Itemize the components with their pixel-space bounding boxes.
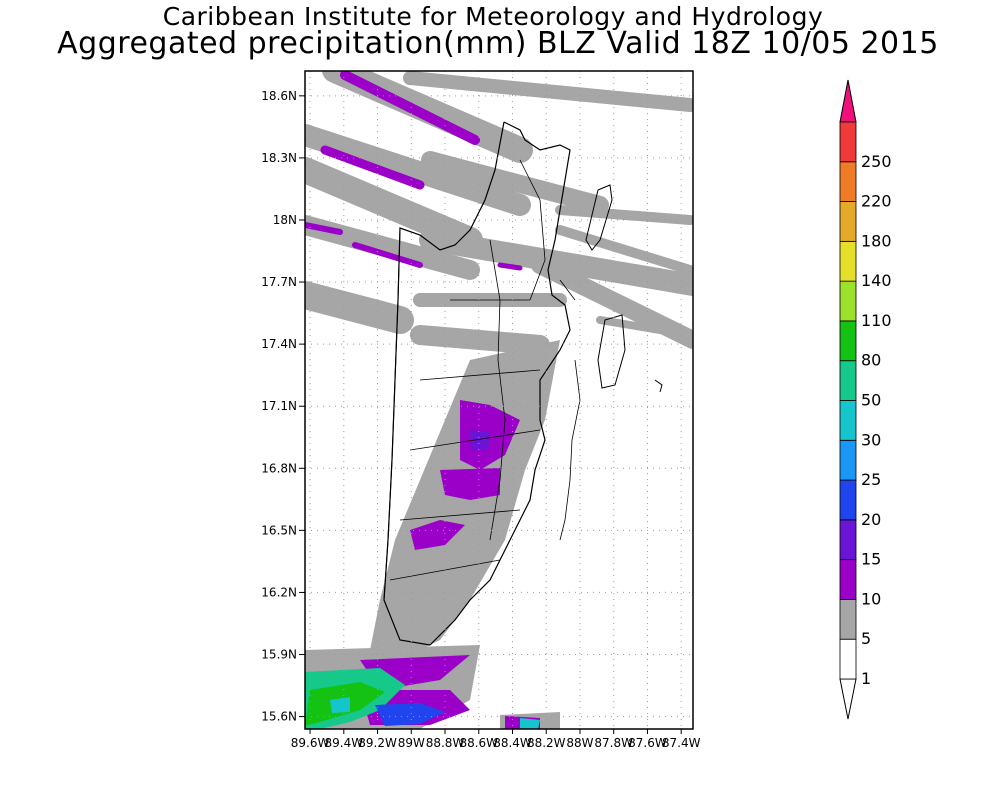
ambergris-caye	[585, 184, 613, 251]
legend-swatch	[839, 360, 857, 401]
legend-label: 180	[861, 231, 892, 250]
rain-core	[440, 468, 500, 500]
legend-swatch	[839, 201, 857, 242]
legend-label: 1	[861, 669, 871, 688]
lon-tick-label: 87.8W	[594, 736, 633, 750]
legend-swatch	[839, 240, 857, 282]
district-boundary	[489, 239, 506, 541]
rain-heavy	[330, 697, 350, 713]
legend-label: 25	[861, 470, 881, 489]
rain-band	[403, 71, 693, 112]
lat-tick-label: 16.5N	[261, 523, 297, 537]
rain-swath	[390, 540, 470, 640]
lon-tick-label: 89.6W	[291, 736, 330, 750]
district-boundary	[389, 299, 541, 581]
lon-tick-label: 87.4W	[662, 736, 701, 750]
turneffe-atoll	[597, 314, 626, 389]
rain-band	[419, 229, 693, 296]
legend-label: 15	[861, 550, 881, 569]
legend-label: 20	[861, 510, 881, 529]
lat-tick-label: 17.4N	[261, 337, 297, 351]
legend-swatch	[839, 400, 857, 441]
lon-tick-label: 88.4W	[493, 736, 532, 750]
rain-core	[497, 262, 523, 271]
lat-tick-label: 15.6N	[261, 710, 297, 724]
legend-swatch	[839, 439, 857, 481]
western-border	[383, 227, 401, 601]
legend-swatch	[839, 479, 857, 521]
lon-tick-label: 87.6W	[628, 736, 667, 750]
axis-ticks: 18.6N 18.3N 18N 17.7N 17.4N 17.1N 16.8N 16.5N 16…	[261, 89, 700, 750]
legend-swatch	[839, 121, 857, 163]
lat-tick-label: 15.9N	[261, 648, 297, 662]
lat-tick-label: 18N	[273, 213, 297, 227]
rain-heavy	[375, 703, 445, 726]
legend-label: 30	[861, 430, 881, 449]
lighthouse-reef	[654, 379, 663, 393]
rain-core	[340, 71, 480, 145]
lon-tick-label: 89W	[398, 736, 425, 750]
lon-tick-label: 88.8W	[426, 736, 465, 750]
rain-core	[470, 430, 490, 450]
legend-label: 5	[861, 629, 871, 648]
rain-band	[305, 124, 531, 216]
legend-swatch	[839, 559, 857, 600]
legend-label: 50	[861, 391, 881, 410]
lon-tick-label: 89.2W	[358, 736, 397, 750]
legend-label: 140	[861, 271, 892, 290]
rain-band	[305, 157, 483, 253]
lon-tick-label: 88W	[566, 736, 593, 750]
map-frame	[304, 70, 694, 730]
legend-label: 250	[861, 152, 892, 171]
legend-label: 110	[861, 311, 892, 330]
rain-band	[596, 316, 693, 339]
rain-band	[555, 205, 693, 225]
lon-tick-label: 88.6W	[459, 736, 498, 750]
chart-title-product: Aggregated precipitation(mm) BLZ Valid 1…	[57, 26, 939, 61]
rain-core	[352, 242, 423, 268]
lon-tick-label: 88.2W	[527, 736, 566, 750]
legend-label: 10	[861, 589, 881, 608]
lat-tick-label: 17.7N	[261, 275, 297, 289]
coastline-and-borders	[383, 121, 663, 646]
legend-swatch	[839, 599, 857, 640]
lon-tick-label: 89.4W	[325, 736, 364, 750]
lat-tick-label: 16.8N	[261, 461, 297, 475]
rain-band	[555, 225, 693, 275]
lat-tick-label: 17.1N	[261, 399, 297, 413]
rain-band	[305, 281, 414, 334]
legend-swatch	[839, 161, 857, 202]
legend-swatch	[839, 280, 857, 322]
chart-title-institute: Caribbean Institute for Meteorology and …	[162, 2, 824, 31]
lat-tick-label: 16.2N	[261, 585, 297, 599]
legend-swatch	[839, 519, 857, 561]
lat-tick-label: 18.6N	[261, 89, 297, 103]
lat-tick-label: 18.3N	[261, 151, 297, 165]
coastline	[429, 121, 571, 646]
rain-core	[305, 222, 343, 235]
rain-band	[410, 325, 550, 355]
barrier-reef	[559, 359, 581, 541]
legend-label: 80	[861, 351, 881, 370]
precipitation-fields	[305, 71, 693, 729]
legend-label: 220	[861, 192, 892, 211]
district-boundary	[519, 159, 576, 301]
rain-core	[410, 520, 465, 550]
legend-swatch	[839, 320, 857, 362]
legend-swatch	[839, 638, 857, 680]
rain-band	[421, 151, 609, 214]
legend-under-triangle	[839, 678, 857, 720]
rain-heavy	[520, 718, 540, 729]
rain-core	[320, 145, 425, 190]
legend-over-triangle	[839, 79, 857, 123]
